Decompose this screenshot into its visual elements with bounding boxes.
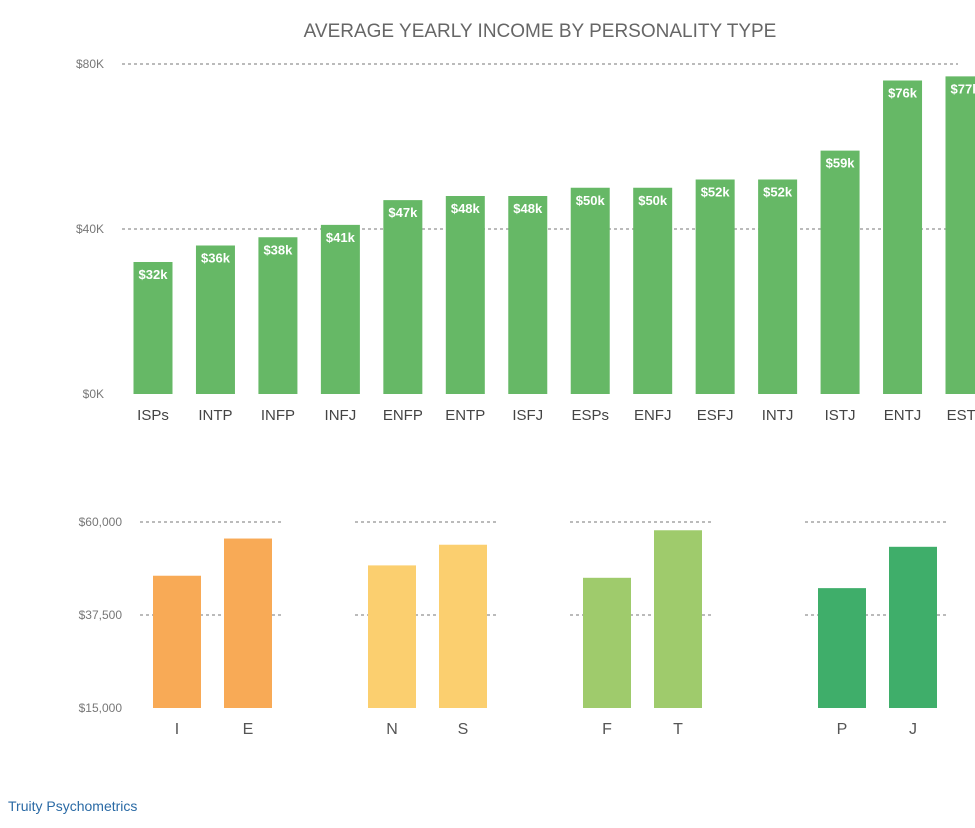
bar-value-label: $50k	[638, 193, 668, 208]
x-tick-label: ENFJ	[634, 407, 672, 424]
bar	[583, 578, 631, 708]
bar	[571, 188, 610, 394]
bar-value-label: $50k	[576, 193, 606, 208]
x-tick-label: INFJ	[325, 407, 357, 424]
bar-value-label: $77k	[951, 81, 975, 96]
bar	[654, 530, 702, 708]
x-tick-label: ENTP	[445, 407, 485, 424]
x-tick-label: ESTJ	[947, 407, 975, 424]
bar	[633, 188, 672, 394]
bar	[883, 81, 922, 395]
bar	[818, 588, 866, 708]
x-tick-label: ISTJ	[825, 407, 856, 424]
bar-value-label: $52k	[763, 185, 793, 200]
x-tick-label: INTP	[198, 407, 232, 424]
x-tick-label: P	[837, 721, 848, 738]
bar-value-label: $52k	[701, 185, 731, 200]
bar	[196, 246, 235, 395]
bar-value-label: $48k	[451, 201, 481, 216]
y-tick-label: $40K	[76, 222, 104, 236]
bar-value-label: $76k	[888, 86, 918, 101]
bar-value-label: $38k	[263, 242, 293, 257]
bar-value-label: $59k	[826, 156, 856, 171]
bar	[821, 151, 860, 394]
bar	[946, 76, 975, 394]
bar	[758, 180, 797, 395]
bar	[153, 576, 201, 708]
bar	[258, 237, 297, 394]
x-tick-label: ESPs	[571, 407, 609, 424]
bar	[383, 200, 422, 394]
x-tick-label: T	[673, 721, 683, 738]
bar	[696, 180, 735, 395]
y-tick-label: $0K	[83, 387, 104, 401]
bar	[439, 545, 487, 708]
x-tick-label: I	[175, 721, 179, 738]
x-tick-label: E	[243, 721, 254, 738]
bar-value-label: $47k	[388, 205, 418, 220]
x-tick-label: S	[458, 721, 469, 738]
x-tick-label: F	[602, 721, 612, 738]
bar-value-label: $36k	[201, 251, 231, 266]
y-tick-label: $15,000	[79, 701, 123, 715]
bar	[508, 196, 547, 394]
x-tick-label: ESFJ	[697, 407, 734, 424]
top-bar-chart: $0K $40K $80K $32k ISPs $36k INTP $38k INFP $41k I…	[76, 57, 975, 424]
bar	[224, 539, 272, 708]
y-tick-label: $60,000	[79, 515, 123, 529]
x-tick-label: N	[386, 721, 398, 738]
bar-value-label: $48k	[513, 201, 543, 216]
x-tick-label: ISPs	[137, 407, 169, 424]
bar	[446, 196, 485, 394]
bar-value-label: $41k	[326, 230, 356, 245]
chart-title: AVERAGE YEARLY INCOME BY PERSONALITY TYP…	[304, 21, 777, 42]
x-tick-label: J	[909, 721, 917, 738]
bar	[368, 565, 416, 708]
x-tick-label: INFP	[261, 407, 295, 424]
bar	[321, 225, 360, 394]
bar-value-label: $32k	[139, 267, 169, 282]
credit-link[interactable]: Truity Psychometrics	[8, 798, 137, 814]
x-tick-label: INTJ	[762, 407, 794, 424]
y-tick-label: $80K	[76, 57, 104, 71]
x-tick-label: ISFJ	[512, 407, 543, 424]
bar	[889, 547, 937, 708]
x-tick-label: ENFP	[383, 407, 423, 424]
bottom-bar-charts: $15,000 $37,500 $60,000 I E N S F T P J	[79, 515, 947, 738]
y-tick-label: $37,500	[79, 608, 123, 622]
x-tick-label: ENTJ	[884, 407, 922, 424]
